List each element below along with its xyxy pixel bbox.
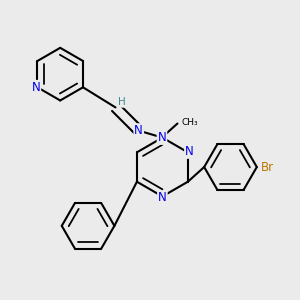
Text: N: N	[134, 124, 143, 137]
Text: N: N	[158, 131, 166, 144]
Text: H: H	[118, 97, 126, 107]
Text: CH₃: CH₃	[181, 118, 198, 127]
Text: N: N	[185, 145, 194, 158]
Text: N: N	[158, 191, 167, 205]
Text: N: N	[32, 81, 40, 94]
Text: Br: Br	[260, 160, 274, 173]
